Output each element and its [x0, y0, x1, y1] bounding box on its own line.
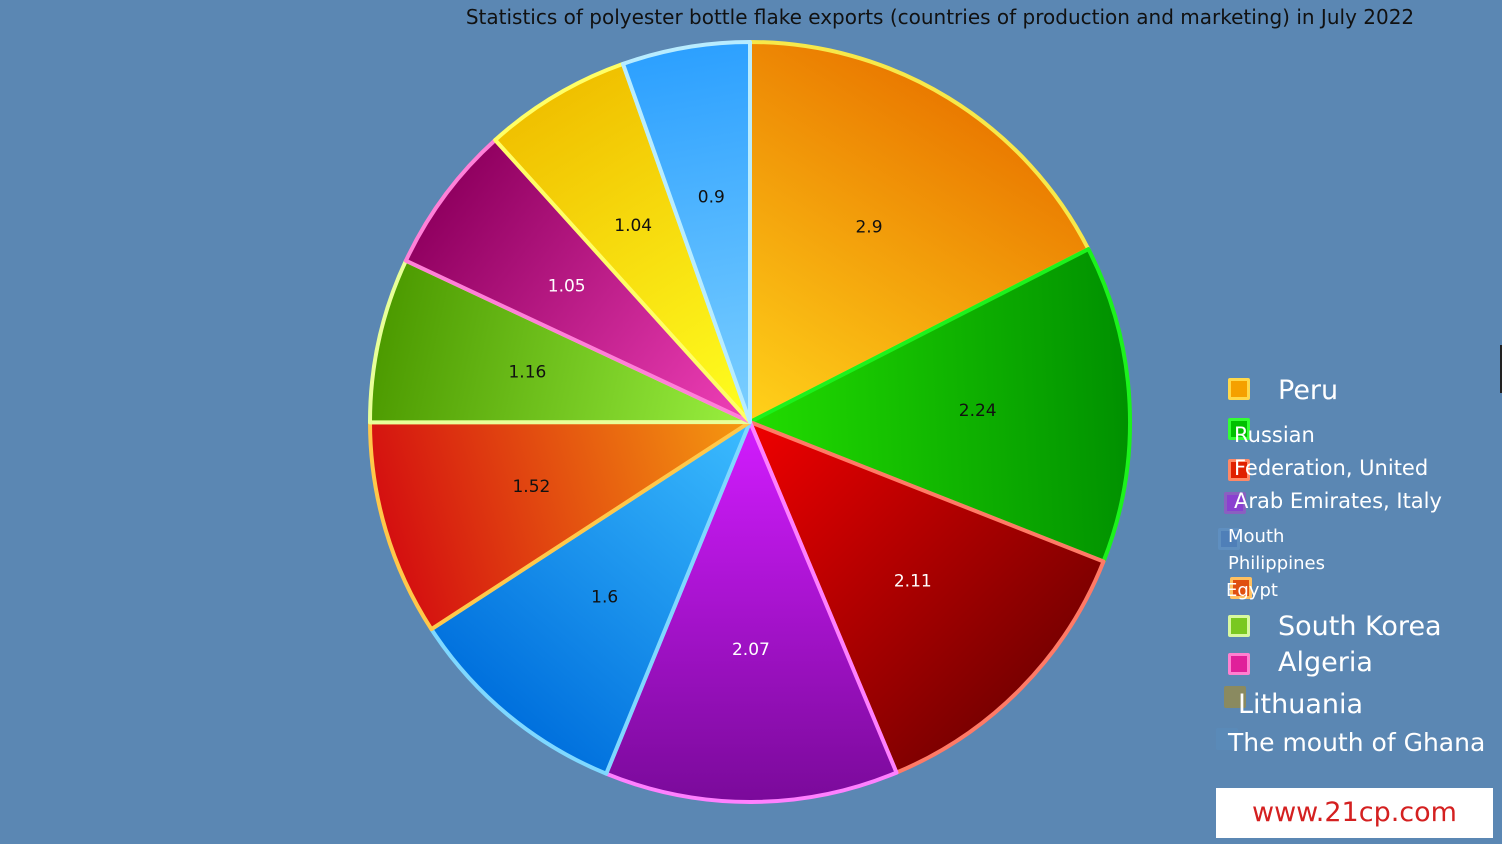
pie-slice-3 — [604, 420, 899, 804]
chart-title: Statistics of polyester bottle flake exp… — [465, 5, 1415, 29]
legend-swatch — [1218, 528, 1240, 550]
pie-slice-6 — [367, 258, 752, 425]
legend-label: Mouth — [1228, 526, 1285, 547]
pie-slice-label-8: 1.04 — [614, 216, 652, 236]
pie-labels: 2.9 2.24 2.11 2.07 1.6 1.52 1.16 1.05 1.04 0.9 — [508, 187, 996, 660]
legend-label: Arab Emirates, Italy — [1234, 489, 1442, 513]
legend-label: The mouth of Ghana — [1228, 728, 1486, 757]
legend-swatch — [1228, 418, 1250, 440]
legend-swatch — [1230, 577, 1252, 599]
pie-slice-2 — [748, 420, 1106, 775]
legend-swatch — [1228, 378, 1250, 400]
pie-slice-9 — [621, 40, 752, 424]
legend-label: Federation, United — [1234, 456, 1429, 480]
legend-label: Russian — [1234, 423, 1315, 447]
window-edge-handle — [1500, 345, 1502, 393]
pie-slices — [367, 40, 1133, 804]
legend-swatch — [1224, 492, 1246, 514]
pie-slice-label-5: 1.52 — [512, 477, 550, 497]
pie-slice-label-3: 2.07 — [732, 640, 770, 660]
legend-label: Algeria — [1278, 647, 1373, 678]
pie-slice-label-9: 0.9 — [698, 187, 725, 207]
pie-slice-4 — [429, 420, 752, 776]
legend-swatch — [1224, 686, 1246, 708]
legend-swatch — [1228, 653, 1250, 675]
legend-swatch — [1216, 728, 1238, 750]
pie-slice-label-6: 1.16 — [508, 363, 546, 383]
legend-label: Peru — [1278, 375, 1339, 406]
pie-slice-7 — [403, 138, 752, 424]
pie-slice-label-0: 2.9 — [855, 218, 882, 238]
legend-swatch — [1228, 615, 1250, 637]
pie-slice-label-7: 1.05 — [548, 276, 586, 296]
legend-label: Philippines — [1228, 553, 1325, 574]
pie-slice-label-1: 2.24 — [959, 401, 997, 421]
pie-slice-8 — [493, 61, 752, 424]
legend-label: South Korea — [1278, 611, 1442, 642]
watermark: www.21cp.com — [1216, 788, 1493, 838]
legend-swatch — [1228, 459, 1250, 481]
pie-slice-5 — [368, 420, 752, 632]
pie-slice-0 — [748, 40, 1091, 424]
pie-slice-1 — [748, 247, 1133, 564]
legend-label: Lithuania — [1238, 689, 1364, 720]
pie-slice-label-2: 2.11 — [894, 572, 932, 592]
pie-slice-label-4: 1.6 — [591, 588, 618, 608]
legend-label: Egypt — [1226, 580, 1278, 601]
